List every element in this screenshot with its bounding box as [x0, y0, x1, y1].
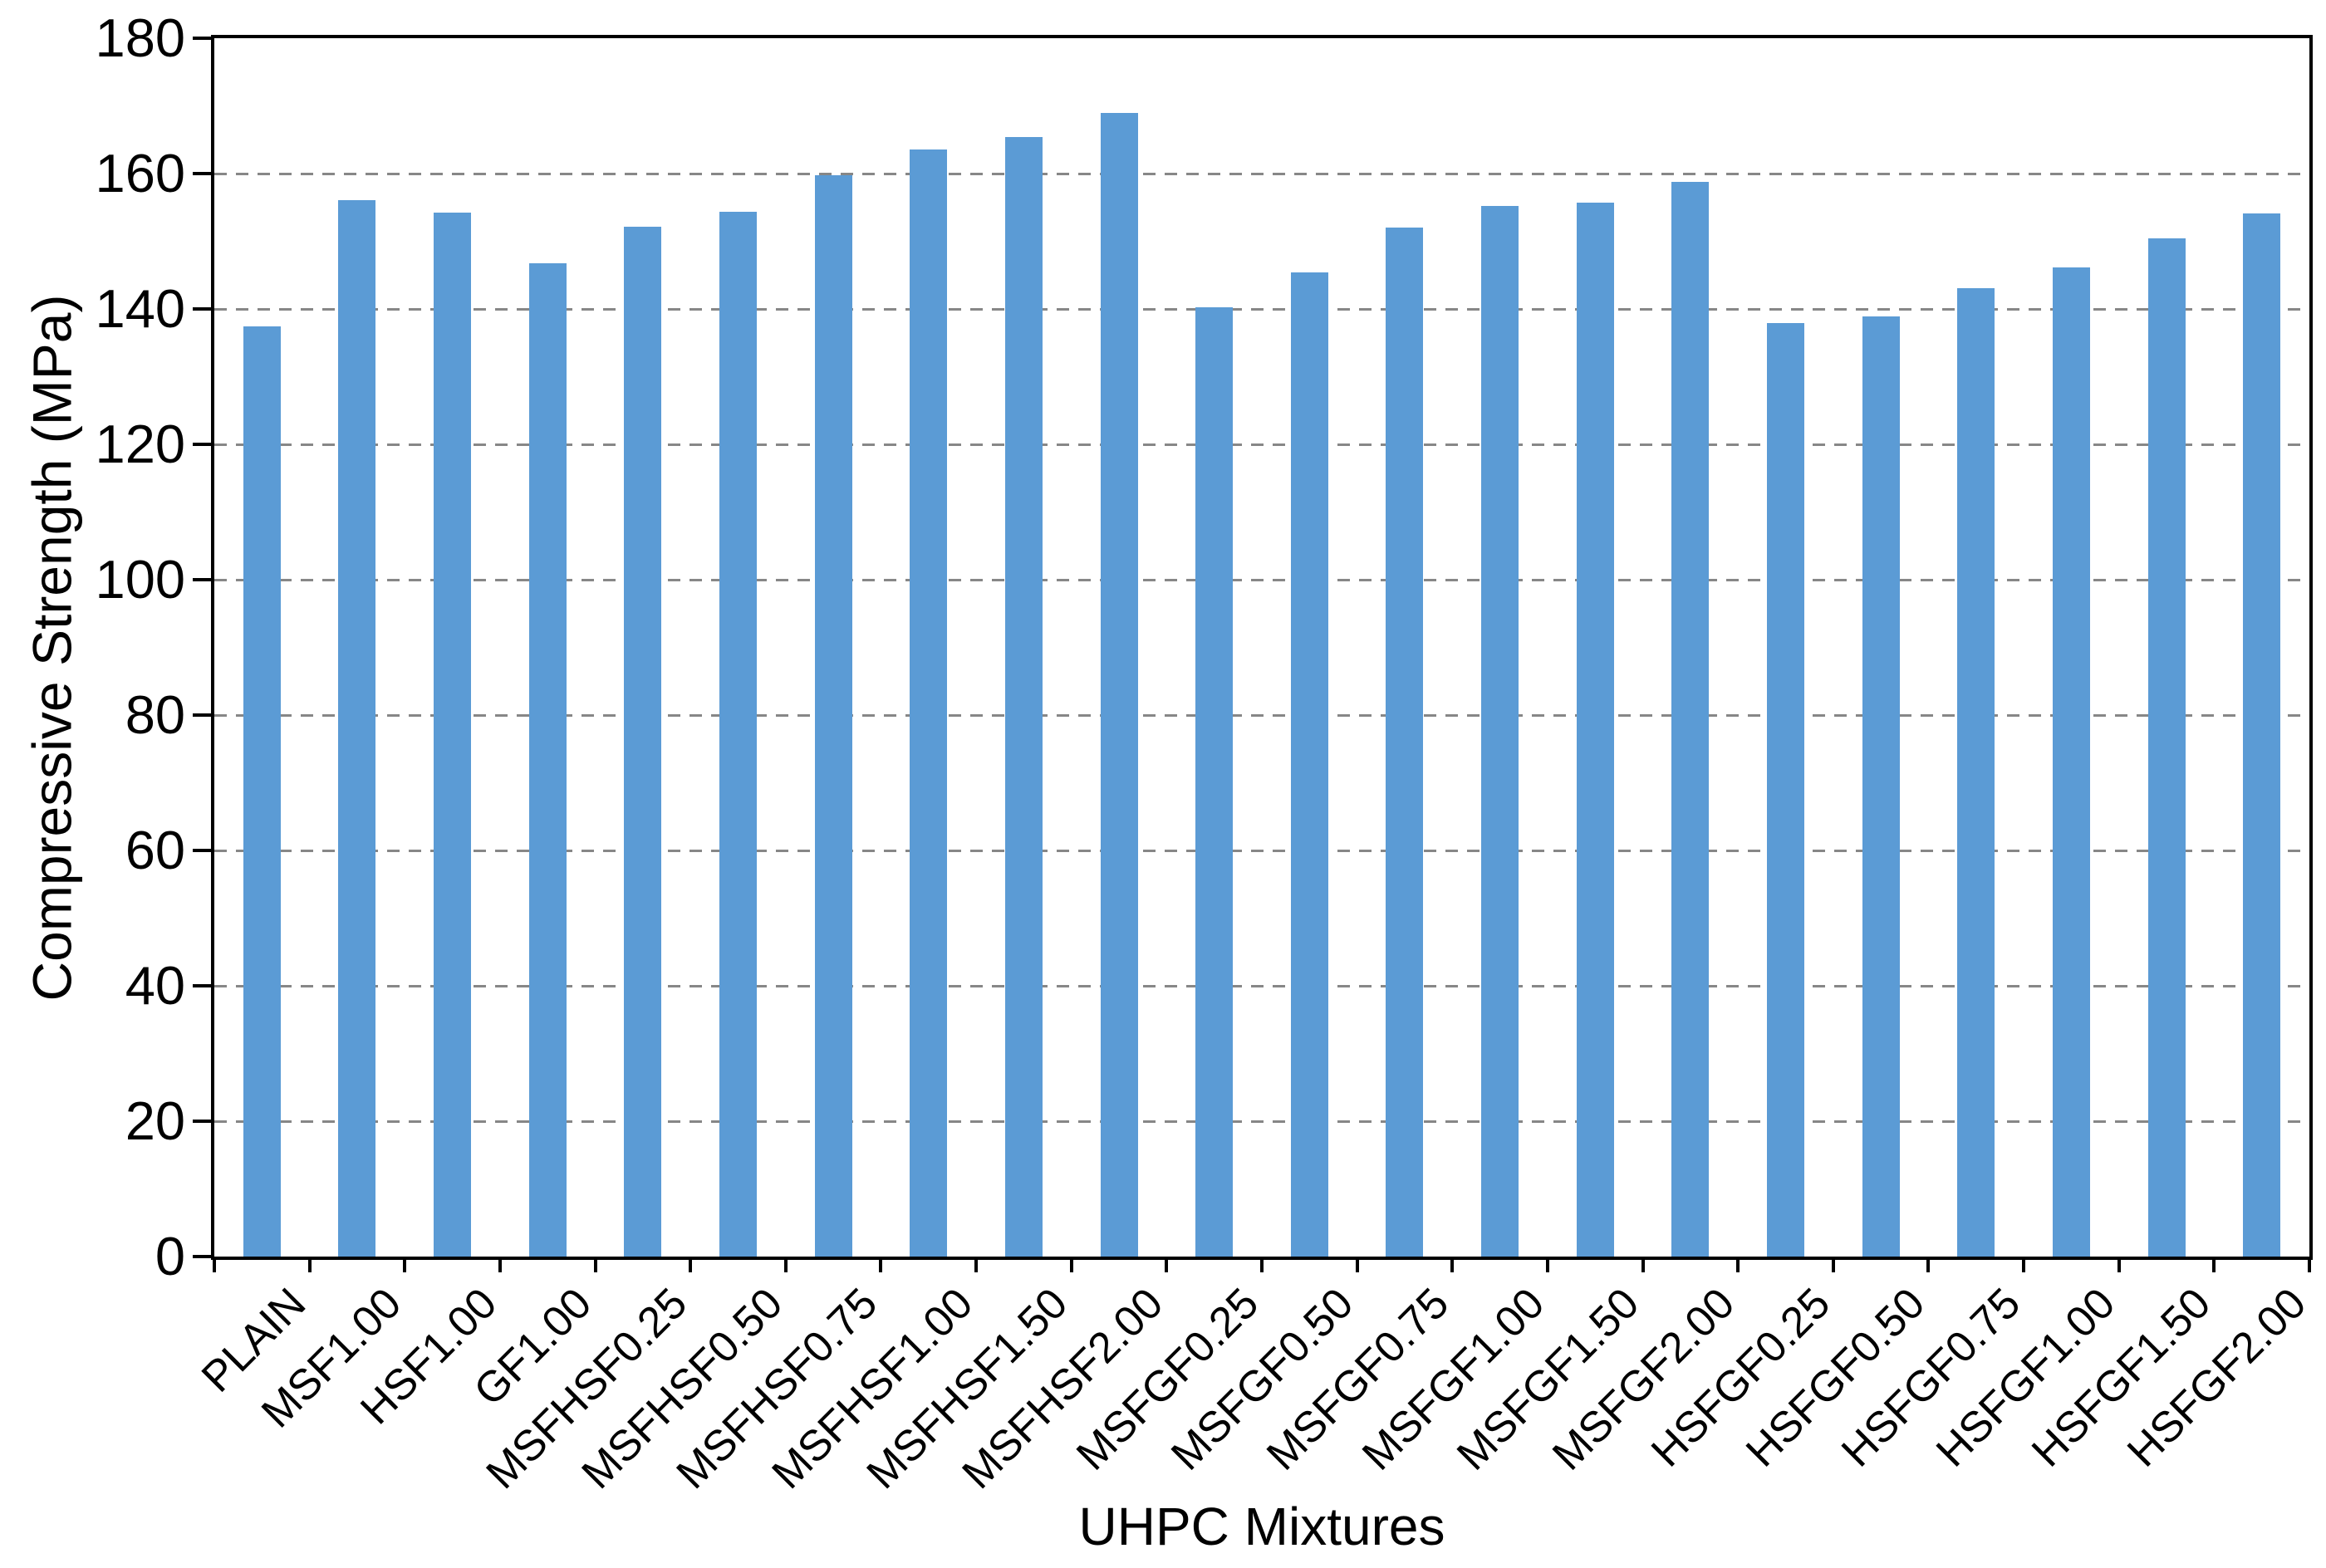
gridline-80: [214, 713, 2309, 717]
x-axis-tick: [1545, 1260, 1549, 1272]
x-axis-tick: [1926, 1260, 1931, 1272]
x-axis-tick: [689, 1260, 693, 1272]
x-axis-tick: [1165, 1260, 1169, 1272]
y-tick-label: 100: [95, 549, 185, 610]
bar-HSFGF0.50: [1862, 316, 1900, 1257]
y-tick-label: 60: [125, 820, 185, 880]
y-axis-tick: [193, 713, 211, 717]
x-axis-tick: [2022, 1260, 2026, 1272]
x-axis-tick: [1736, 1260, 1740, 1272]
bar-MSFHSF0.75: [814, 174, 852, 1257]
x-axis-tick: [593, 1260, 597, 1272]
x-axis-tick: [1641, 1260, 1645, 1272]
x-axis-tick: [2212, 1260, 2216, 1272]
y-axis-tick: [193, 172, 211, 175]
y-tick-label: 80: [125, 684, 185, 745]
y-axis-tick: [193, 307, 211, 311]
x-axis-title: UHPC Mixtures: [1078, 1497, 1445, 1556]
bar-MSFGF2.00: [1671, 181, 1710, 1257]
bar-HSFGF2.00: [2243, 213, 2281, 1257]
y-axis-tick: [193, 578, 211, 581]
bar-MSF1.00: [338, 199, 376, 1257]
bar-MSFHSF0.50: [719, 212, 757, 1257]
bar-MSFGF0.75: [1386, 228, 1424, 1257]
x-axis-tick: [1355, 1260, 1359, 1272]
bar-MSFHSF2.00: [1100, 113, 1138, 1257]
y-axis-tick: [193, 37, 211, 40]
gridline-140: [214, 307, 2309, 311]
y-axis-title: Compressive Strength (MPa): [21, 294, 82, 1001]
bar-MSFHSF1.00: [910, 149, 948, 1257]
y-tick-label: 120: [95, 414, 185, 474]
y-tick-label: 180: [95, 7, 185, 68]
bar-MSFGF1.50: [1576, 203, 1614, 1257]
x-axis-tick: [1831, 1260, 1835, 1272]
y-axis-tick: [193, 984, 211, 987]
bar-MSFGF0.50: [1290, 272, 1328, 1257]
y-axis-tick: [193, 1255, 211, 1258]
gridline-40: [214, 984, 2309, 987]
y-tick-label: 0: [155, 1226, 185, 1286]
y-tick-label: 40: [125, 955, 185, 1016]
y-axis-tick: [193, 443, 211, 446]
bar-MSFHSF1.50: [1004, 137, 1043, 1257]
x-axis-tick: [307, 1260, 312, 1272]
bar-HSFGF1.50: [2147, 238, 2186, 1257]
x-axis-tick: [974, 1260, 979, 1272]
plot-area: 0 20 40 60 80 100 120 140 160 180 PLAIN MSF1.00 HSF1…: [96, 11, 2315, 1499]
bar-HSFGF0.25: [1767, 323, 1804, 1257]
bar-MSFGF1.00: [1481, 206, 1519, 1257]
x-axis-tick: [1450, 1260, 1455, 1272]
x-axis-tick: [213, 1260, 216, 1272]
bar-HSFGF0.75: [1957, 287, 1995, 1257]
x-axis-tick: [498, 1260, 502, 1272]
gridline-20: [214, 1120, 2309, 1123]
gridline-60: [214, 849, 2309, 852]
bar-MSFHSF0.25: [624, 227, 662, 1257]
bar-HSFGF1.00: [2052, 267, 2090, 1257]
bar-MSFGF0.25: [1195, 307, 1234, 1257]
y-axis-tick: [193, 1120, 211, 1123]
x-axis-tick: [2308, 1260, 2311, 1272]
gridline-100: [214, 578, 2309, 581]
gridline-160: [214, 172, 2309, 175]
x-axis-tick: [783, 1260, 788, 1272]
y-tick-label: 20: [125, 1090, 185, 1151]
x-axis-tick: [879, 1260, 883, 1272]
bar-PLAIN: [243, 326, 281, 1257]
gridline-120: [214, 443, 2309, 446]
x-axis-tick: [2117, 1260, 2121, 1272]
y-tick-label: 140: [95, 278, 185, 339]
y-axis-tick: [193, 849, 211, 852]
bar-HSF1.00: [434, 213, 472, 1257]
x-axis-tick: [1069, 1260, 1073, 1272]
bar-GF1.00: [528, 262, 567, 1257]
y-tick-label: 160: [95, 143, 185, 203]
x-axis-tick: [1260, 1260, 1264, 1272]
x-axis-tick: [403, 1260, 407, 1272]
